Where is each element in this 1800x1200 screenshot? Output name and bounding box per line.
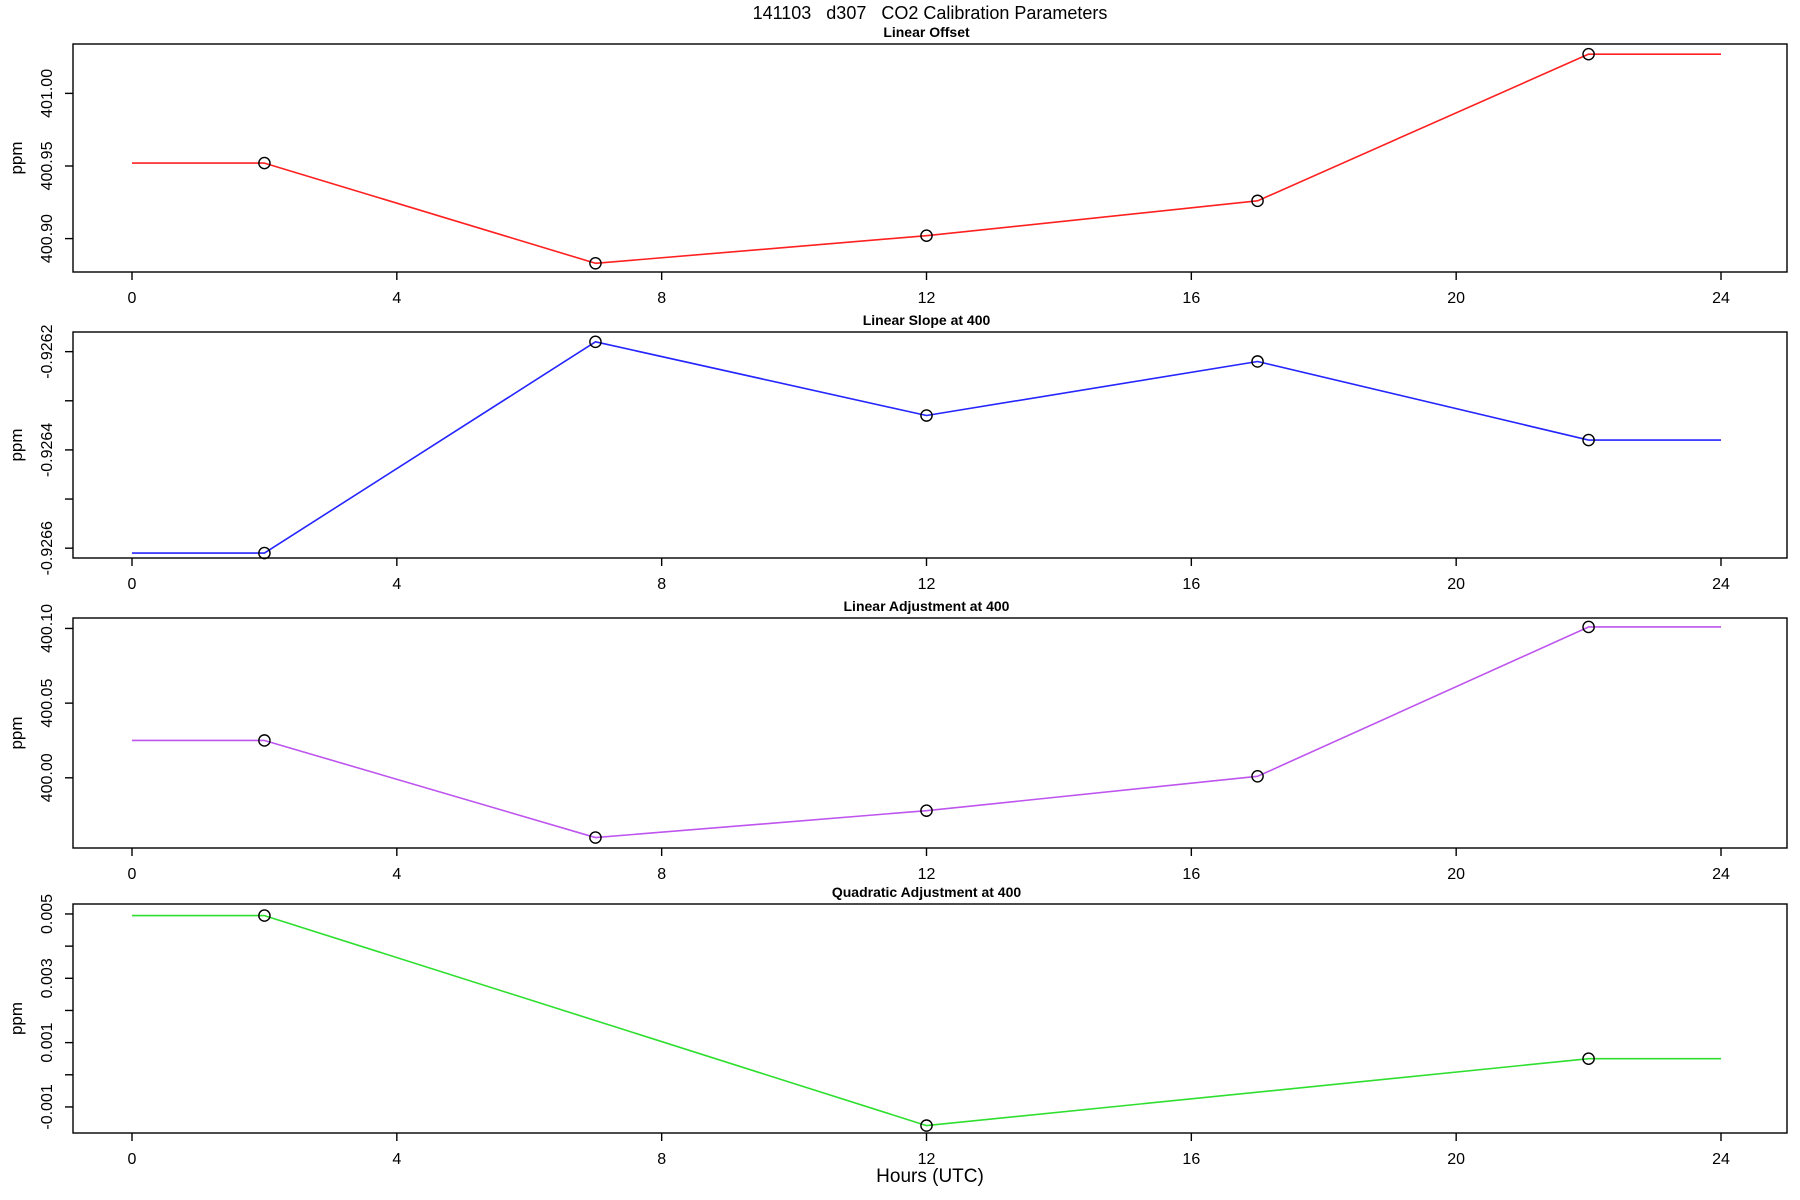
x-tick-label: 4 bbox=[392, 576, 401, 593]
x-tick-label: 8 bbox=[657, 1151, 666, 1168]
y-tick-label: -0.9266 bbox=[39, 521, 56, 575]
x-tick-label: 4 bbox=[392, 290, 401, 307]
x-tick-label: 16 bbox=[1182, 290, 1200, 307]
x-tick-label: 12 bbox=[918, 576, 936, 593]
data-point-marker bbox=[258, 734, 271, 747]
x-tick-label: 24 bbox=[1712, 866, 1730, 883]
panel-title: Linear Adjustment at 400 bbox=[844, 598, 1010, 614]
x-tick-label: 0 bbox=[128, 1151, 137, 1168]
y-tick-label: 0.001 bbox=[39, 1023, 56, 1063]
data-point-marker bbox=[258, 546, 271, 560]
data-point-marker bbox=[258, 909, 271, 922]
y-tick-label: 400.00 bbox=[39, 753, 56, 802]
x-tick-label: 12 bbox=[918, 1151, 936, 1168]
data-point-marker bbox=[1582, 1052, 1595, 1066]
data-point-marker bbox=[589, 335, 602, 349]
x-tick-label: 24 bbox=[1712, 576, 1730, 593]
y-axis-unit-label: ppm bbox=[7, 428, 26, 461]
x-tick-label: 12 bbox=[918, 290, 936, 307]
data-point-marker bbox=[920, 229, 933, 242]
x-tick-label: 8 bbox=[657, 866, 666, 883]
y-tick-label: 400.90 bbox=[39, 214, 56, 263]
y-tick-label: 400.05 bbox=[39, 679, 56, 728]
panel-title: Quadratic Adjustment at 400 bbox=[832, 884, 1022, 900]
y-axis-unit-label: ppm bbox=[7, 141, 26, 174]
plot-box bbox=[72, 617, 1788, 849]
x-tick-label: 0 bbox=[128, 576, 137, 593]
x-tick-label: 4 bbox=[392, 866, 401, 883]
y-axis-unit-label: ppm bbox=[7, 716, 26, 749]
y-tick-label: 401.00 bbox=[39, 69, 56, 118]
x-tick-label: 20 bbox=[1447, 576, 1465, 593]
y-tick-label: 0.003 bbox=[39, 958, 56, 998]
x-tick-label: 12 bbox=[918, 866, 936, 883]
data-point-marker bbox=[1582, 47, 1595, 61]
panel-linear-offset: Linear Offset 0 4 8 12 16 20 24 400.90 400.95 401.… bbox=[7, 24, 1788, 307]
series-line bbox=[132, 626, 1721, 839]
panel-linear-adjustment-at-400: Linear Adjustment at 400 0 4 8 12 16 20 24 400.0… bbox=[7, 598, 1788, 883]
x-axis-label: Hours (UTC) bbox=[876, 1166, 984, 1187]
x-tick-label: 4 bbox=[392, 1151, 401, 1168]
panel-title: Linear Slope at 400 bbox=[863, 312, 991, 328]
data-point-marker bbox=[258, 156, 271, 170]
data-point-marker bbox=[920, 804, 933, 817]
figure-title: 141103 d307 CO2 Calibration Parameters bbox=[752, 3, 1108, 23]
y-axis-unit-label: ppm bbox=[7, 1002, 26, 1035]
data-point-marker bbox=[1251, 355, 1264, 368]
y-tick-label: -0.9264 bbox=[39, 423, 56, 477]
plot-box bbox=[72, 43, 1788, 273]
plot-box bbox=[72, 331, 1788, 559]
data-point-marker bbox=[589, 256, 602, 270]
panel-linear-slope-at-400: Linear Slope at 400 0 4 8 12 16 20 24 -0.9266 -0.… bbox=[7, 312, 1788, 593]
data-point-marker bbox=[1582, 433, 1595, 447]
x-tick-label: 0 bbox=[128, 866, 137, 883]
x-tick-label: 8 bbox=[657, 576, 666, 593]
x-tick-label: 20 bbox=[1447, 1151, 1465, 1168]
panel-title: Linear Offset bbox=[883, 24, 970, 40]
data-point-marker bbox=[920, 1119, 933, 1132]
data-point-marker bbox=[589, 831, 602, 844]
data-point-marker bbox=[1582, 620, 1595, 634]
y-tick-label: 0.005 bbox=[39, 894, 56, 934]
x-tick-label: 24 bbox=[1712, 290, 1730, 307]
data-point-marker bbox=[1251, 770, 1264, 783]
y-tick-label: -0.9262 bbox=[39, 324, 56, 378]
series-line bbox=[132, 53, 1721, 265]
x-tick-label: 24 bbox=[1712, 1151, 1730, 1168]
x-tick-label: 16 bbox=[1182, 576, 1200, 593]
x-tick-label: 20 bbox=[1447, 290, 1465, 307]
x-tick-label: 16 bbox=[1182, 866, 1200, 883]
series-line bbox=[132, 341, 1721, 554]
y-tick-label: 400.95 bbox=[39, 141, 56, 190]
panel-quadratic-adjustment-at-400: Quadratic Adjustment at 400 0 4 8 12 16 20 24 -0… bbox=[7, 884, 1788, 1168]
y-tick-label: -0.001 bbox=[39, 1084, 56, 1129]
plot-box bbox=[72, 903, 1788, 1134]
x-tick-label: 16 bbox=[1182, 1151, 1200, 1168]
x-tick-label: 0 bbox=[128, 290, 137, 307]
data-point-marker bbox=[1251, 194, 1264, 208]
x-tick-label: 8 bbox=[657, 290, 666, 307]
series-line bbox=[132, 914, 1721, 1127]
x-tick-label: 20 bbox=[1447, 866, 1465, 883]
y-tick-label: 400.10 bbox=[39, 604, 56, 653]
data-point-marker bbox=[920, 409, 933, 422]
